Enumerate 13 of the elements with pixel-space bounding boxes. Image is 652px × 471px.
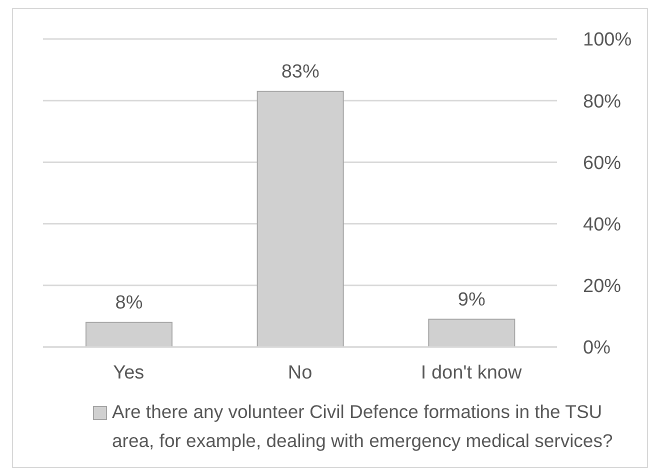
y-tick-label: 100% [583,30,632,51]
y-tick-label: 80% [583,91,622,112]
y-tick-label: 60% [583,152,622,174]
data-label: 9% [458,289,486,310]
data-label: 83% [281,61,320,82]
y-tick-label: 0% [583,338,611,359]
x-tick-label: Yes [113,362,144,384]
x-tick-label: I don't know [420,362,522,384]
legend-label: Are there any volunteer Civil Defence formations in the TSU area, for example, dealing with emergency medical services? [112,400,614,453]
data-label: 8% [115,292,143,314]
y-tick-label: 40% [583,214,622,236]
x-tick-label: No [288,362,312,384]
y-tick-label: 20% [583,276,622,298]
